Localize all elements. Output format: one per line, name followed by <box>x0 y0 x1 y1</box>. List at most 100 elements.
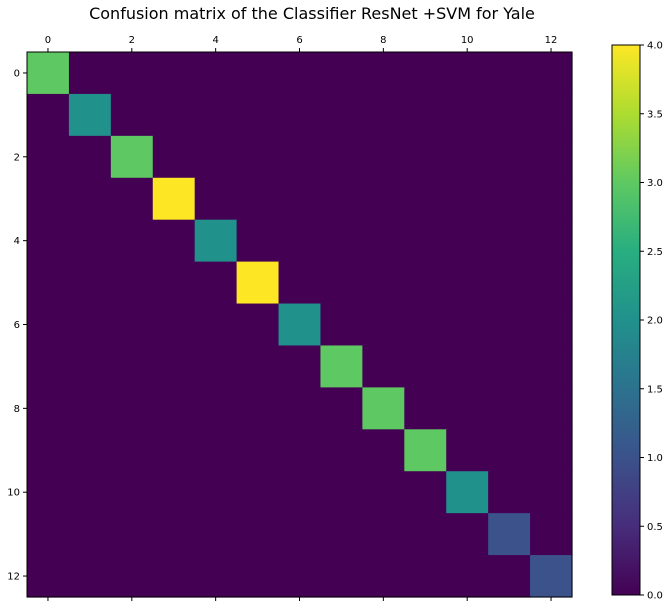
heatmap-cell <box>236 471 280 514</box>
y-tick-label: 4 <box>14 236 20 247</box>
heatmap-cell <box>68 387 112 430</box>
heatmap-cell <box>320 345 363 388</box>
heatmap-cell <box>320 93 363 137</box>
heatmap-cell <box>68 303 112 347</box>
y-tick-label: 12 <box>7 572 20 583</box>
x-tick-label: 0 <box>45 35 51 46</box>
heatmap-cell <box>488 345 531 388</box>
heatmap-cell <box>320 513 363 556</box>
heatmap-cell <box>236 387 280 430</box>
heatmap-cell <box>236 93 280 137</box>
heatmap-cell <box>488 429 531 472</box>
heatmap-cell <box>194 52 238 95</box>
heatmap-cell <box>27 135 70 179</box>
heatmap-cell <box>68 471 112 514</box>
heatmap-cell <box>152 555 196 598</box>
heatmap-cell <box>320 135 363 179</box>
heatmap-cell <box>110 52 154 95</box>
heatmap-cell <box>110 387 154 430</box>
heatmap-cell <box>362 555 405 598</box>
heatmap-cell <box>446 52 489 95</box>
heatmap-cell <box>110 261 154 305</box>
heatmap-cell <box>194 555 238 598</box>
heatmap-cell <box>236 303 280 347</box>
heatmap-cell <box>27 345 70 388</box>
heatmap-cell <box>27 303 70 347</box>
heatmap-cell <box>68 219 112 263</box>
heatmap-cell <box>152 177 196 221</box>
heatmap-cell <box>446 303 489 347</box>
heatmap-cell <box>194 345 238 388</box>
heatmap-cell <box>194 513 238 556</box>
x-tick-label: 8 <box>380 35 386 46</box>
heatmap-cell <box>236 135 280 179</box>
heatmap-cell <box>278 513 322 556</box>
heatmap-cell <box>68 177 112 221</box>
heatmap-cell <box>152 429 196 472</box>
heatmap-cell <box>110 303 154 347</box>
heatmap-cell <box>68 429 112 472</box>
colorbar-tick-label: 3.0 <box>647 178 663 189</box>
heatmap-cell <box>488 219 531 263</box>
heatmap-cell <box>152 513 196 556</box>
heatmap-cell <box>446 555 489 598</box>
heatmap-cell <box>488 555 531 598</box>
heatmap-cell <box>446 261 489 305</box>
heatmap-cell <box>320 177 363 221</box>
heatmap-cell <box>362 429 405 472</box>
heatmap-cell <box>194 93 238 137</box>
heatmap-cell <box>488 52 531 95</box>
heatmap-cell <box>362 513 405 556</box>
heatmap-cell <box>236 52 280 95</box>
heatmap-cell <box>110 219 154 263</box>
heatmap-cell <box>530 345 573 388</box>
heatmap-cell <box>27 219 70 263</box>
heatmap-cell <box>404 555 447 598</box>
colorbar-tick-label: 2.0 <box>647 316 663 327</box>
heatmap-cell <box>446 219 489 263</box>
heatmap-cell <box>362 93 405 137</box>
heatmap-cell <box>194 387 238 430</box>
heatmap-cell <box>278 219 322 263</box>
heatmap-cell <box>152 135 196 179</box>
heatmap-cell <box>152 261 196 305</box>
heatmap-cell <box>278 52 322 95</box>
heatmap-cell <box>278 429 322 472</box>
heatmap-cell <box>530 219 573 263</box>
colorbar-tick-label: 1.5 <box>647 384 663 395</box>
heatmap-cell <box>194 135 238 179</box>
heatmap-cell <box>446 345 489 388</box>
heatmap-cell <box>236 555 280 598</box>
colorbar-tick-label: 2.5 <box>647 247 663 258</box>
heatmap-cell <box>362 471 405 514</box>
heatmap-cell <box>194 471 238 514</box>
heatmap-cell <box>236 261 280 305</box>
heatmap-cell <box>530 471 573 514</box>
y-tick-label: 0 <box>14 68 20 79</box>
heatmap-cell <box>68 513 112 556</box>
heatmap-cell <box>488 513 531 556</box>
heatmap-cell <box>320 471 363 514</box>
heatmap-cell <box>278 345 322 388</box>
heatmap-cell <box>68 93 112 137</box>
heatmap-cell <box>530 513 573 556</box>
y-tick-label: 6 <box>14 320 20 331</box>
heatmap-cell <box>404 471 447 514</box>
y-tick-label: 10 <box>7 488 20 499</box>
colorbar-tick-label: 1.0 <box>647 453 663 464</box>
heatmap-cell <box>278 135 322 179</box>
heatmap-cell <box>362 219 405 263</box>
heatmap-cell <box>278 555 322 598</box>
heatmap-cell <box>278 177 322 221</box>
y-tick-label: 8 <box>14 404 20 415</box>
heatmap-cell <box>530 387 573 430</box>
heatmap-cell <box>236 429 280 472</box>
x-axis-ticks: 0 2 4 6 8 10 12 <box>45 35 557 601</box>
heatmap-cell <box>152 219 196 263</box>
colorbar-ticks: 0.0 0.5 1.0 1.5 2.0 2.5 3.0 3.5 4.0 <box>640 41 663 602</box>
x-tick-label: 2 <box>129 35 135 46</box>
heatmap-cell <box>488 303 531 347</box>
heatmap-cell <box>152 471 196 514</box>
heatmap-cell <box>68 345 112 388</box>
